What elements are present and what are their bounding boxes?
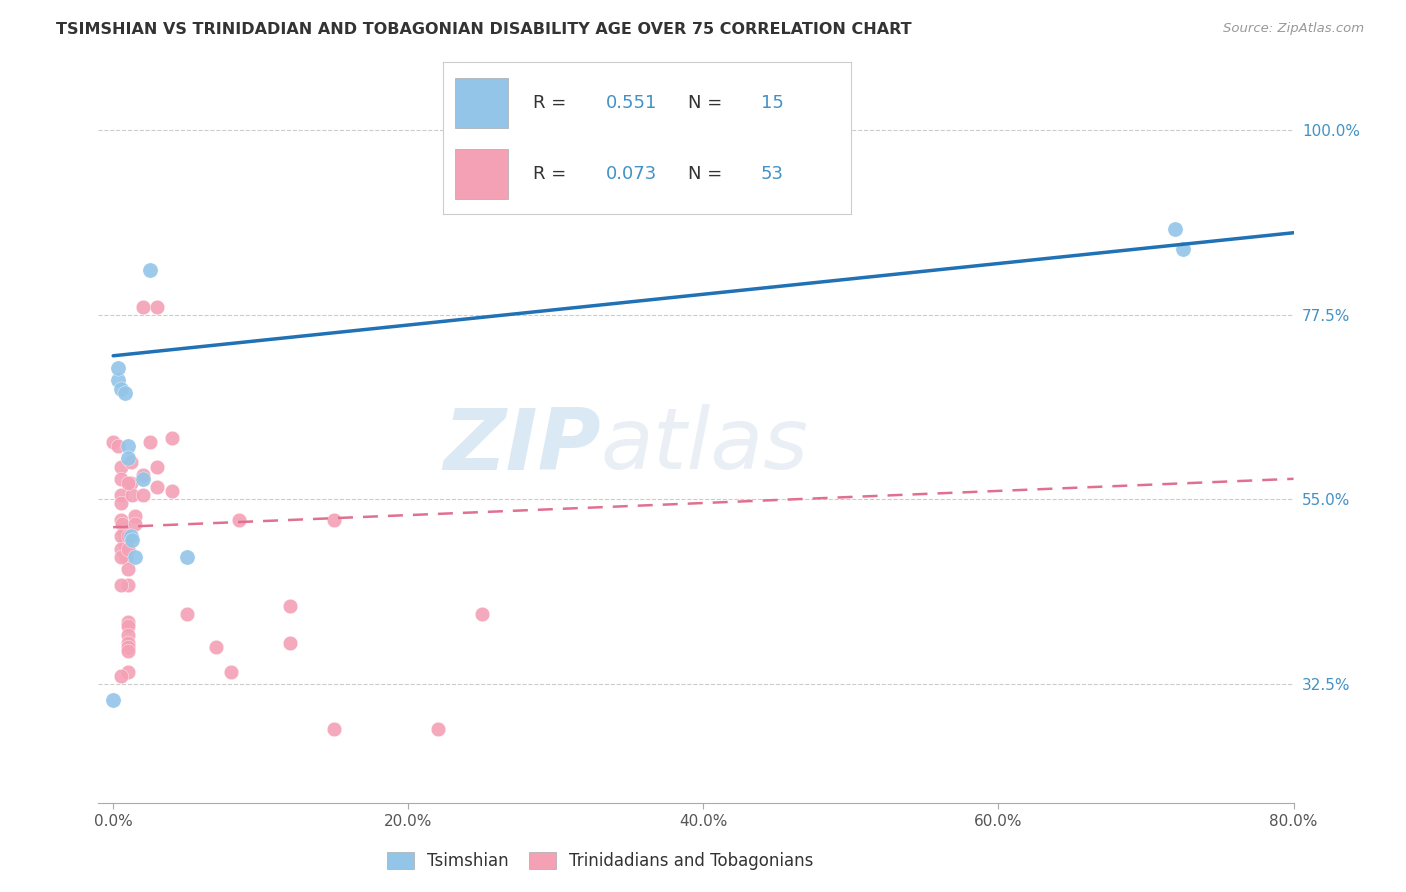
Point: [176, 549, 198, 564]
Point: [110, 513, 132, 527]
Point: [112, 525, 135, 540]
Point: [131, 467, 153, 482]
Point: [110, 472, 132, 486]
Point: [131, 488, 153, 502]
Point: [117, 644, 139, 658]
Point: [117, 439, 139, 453]
Point: [124, 549, 146, 564]
Point: [107, 439, 129, 453]
Point: [114, 533, 136, 548]
Point: [160, 484, 183, 499]
Point: [139, 262, 162, 277]
Point: [117, 640, 139, 654]
Point: [110, 668, 132, 682]
Point: [120, 475, 142, 490]
Text: ZIP: ZIP: [443, 404, 600, 488]
Text: N =: N =: [688, 165, 727, 183]
Point: [117, 578, 139, 592]
Point: [120, 529, 142, 543]
Text: TSIMSHIAN VS TRINIDADIAN AND TOBAGONIAN DISABILITY AGE OVER 75 CORRELATION CHART: TSIMSHIAN VS TRINIDADIAN AND TOBAGONIAN …: [56, 22, 912, 37]
Point: [146, 459, 169, 474]
Point: [117, 475, 139, 490]
Point: [1171, 242, 1194, 256]
Point: [124, 508, 146, 523]
Point: [110, 382, 132, 396]
Text: N =: N =: [688, 94, 727, 112]
Point: [471, 607, 494, 622]
Point: [1164, 221, 1187, 235]
Point: [114, 537, 136, 551]
Text: R =: R =: [533, 165, 572, 183]
Text: R =: R =: [533, 94, 572, 112]
Point: [124, 516, 146, 531]
Text: 53: 53: [761, 165, 785, 183]
Point: [160, 431, 183, 445]
Point: [110, 541, 132, 556]
Point: [139, 434, 162, 449]
Point: [114, 385, 136, 400]
Point: [120, 455, 142, 469]
Point: [117, 562, 139, 576]
Point: [115, 549, 138, 564]
Point: [131, 472, 153, 486]
Point: [117, 636, 139, 650]
Point: [101, 434, 124, 449]
Point: [121, 488, 143, 502]
Text: 15: 15: [761, 94, 783, 112]
Point: [278, 599, 301, 613]
Point: [101, 693, 124, 707]
Point: [131, 300, 153, 314]
Point: [117, 627, 139, 641]
Point: [121, 533, 143, 548]
Point: [110, 549, 132, 564]
Point: [117, 665, 139, 679]
Point: [110, 488, 132, 502]
Text: 0.073: 0.073: [606, 165, 657, 183]
Point: [323, 722, 346, 736]
Point: [117, 541, 139, 556]
Bar: [456, 78, 508, 128]
Point: [107, 361, 129, 376]
Point: [117, 615, 139, 630]
Legend: Tsimshian, Trinidadians and Tobagonians: Tsimshian, Trinidadians and Tobagonians: [381, 845, 820, 877]
Point: [117, 529, 139, 543]
Text: atlas: atlas: [600, 404, 808, 488]
Point: [278, 636, 301, 650]
Text: Source: ZipAtlas.com: Source: ZipAtlas.com: [1223, 22, 1364, 36]
Point: [219, 665, 242, 679]
Point: [111, 516, 134, 531]
Point: [107, 373, 129, 387]
Text: 0.551: 0.551: [606, 94, 658, 112]
Point: [117, 619, 139, 633]
Point: [146, 300, 169, 314]
Point: [117, 451, 139, 466]
Point: [110, 578, 132, 592]
Point: [323, 513, 346, 527]
Bar: [456, 149, 508, 199]
Point: [228, 513, 250, 527]
Point: [110, 529, 132, 543]
Point: [176, 607, 198, 622]
Point: [205, 640, 228, 654]
Point: [146, 480, 169, 494]
Point: [426, 722, 449, 736]
Point: [110, 496, 132, 510]
Point: [110, 459, 132, 474]
